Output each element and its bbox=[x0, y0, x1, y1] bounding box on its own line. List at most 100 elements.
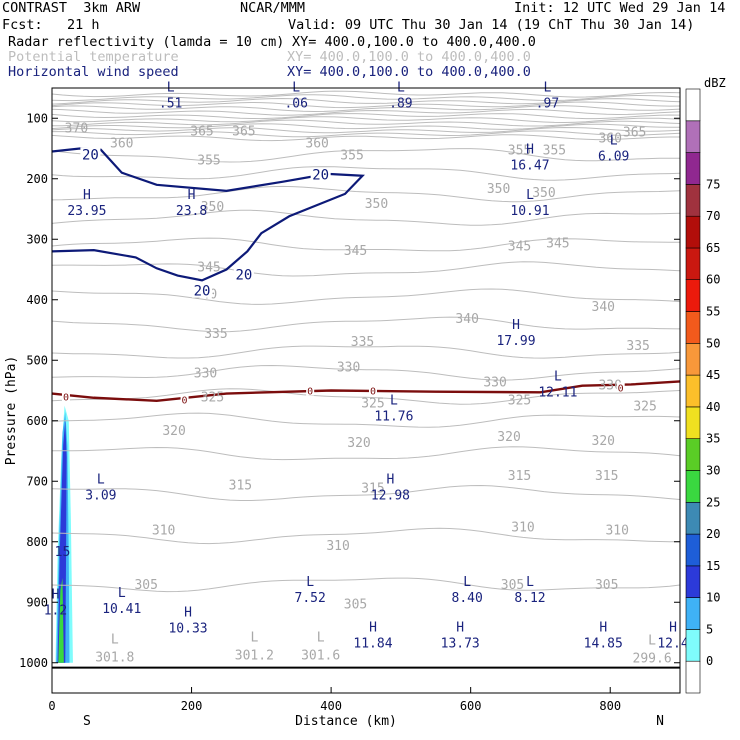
theta-label: 365 bbox=[190, 124, 213, 139]
theta-label: 330 bbox=[483, 375, 506, 390]
theta-contour-line bbox=[51, 113, 681, 120]
theta-label: 330 bbox=[598, 378, 621, 393]
theta-label: 355 bbox=[340, 149, 363, 164]
theta-contour-line bbox=[51, 90, 681, 98]
theta-contour-line bbox=[51, 209, 681, 226]
extremum-marker: L bbox=[610, 134, 618, 149]
colorbar-swatch bbox=[685, 470, 701, 503]
colorbar-swatch bbox=[685, 279, 701, 312]
extremum-marker: H bbox=[599, 621, 607, 636]
theta-label: 330 bbox=[194, 366, 217, 381]
extremum-marker: H bbox=[184, 605, 192, 620]
theta-label: 355 bbox=[508, 144, 531, 159]
field-xy-reflectivity: XY= 400.0,100.0 to 400.0,400.0 bbox=[292, 34, 536, 50]
theta-label: 365 bbox=[232, 124, 255, 139]
wind-0-contour bbox=[51, 380, 681, 402]
theta-contour-line bbox=[51, 577, 681, 593]
colorbar-swatch bbox=[685, 311, 701, 344]
extremum-marker: L bbox=[306, 575, 314, 590]
extremum-marker: H bbox=[369, 621, 377, 636]
y-tick-label: 400 bbox=[26, 293, 48, 307]
y-tick-label: 100 bbox=[26, 111, 48, 125]
theta-min-marker: L bbox=[111, 632, 119, 647]
extremum-value: .89 bbox=[389, 96, 412, 111]
theta-label: 320 bbox=[592, 434, 615, 449]
init-time: Init: 12 UTC Wed 29 Jan 14 bbox=[514, 0, 726, 16]
theta-contour-line bbox=[52, 130, 681, 138]
theta-label: 305 bbox=[344, 597, 367, 612]
extremum-marker: H bbox=[83, 188, 91, 203]
colorbar-swatch bbox=[685, 215, 701, 249]
theta-label: 305 bbox=[595, 578, 618, 593]
theta-label: 335 bbox=[204, 327, 227, 342]
theta-min-label: 299.6 bbox=[633, 652, 672, 667]
extremum-marker: L bbox=[390, 394, 398, 409]
colorbar-label: 40 bbox=[706, 400, 720, 414]
y-tick-label: 800 bbox=[26, 535, 48, 549]
x-tick-label: 200 bbox=[181, 699, 203, 713]
extremum-value: 1.2 bbox=[44, 603, 67, 618]
theta-label: 315 bbox=[229, 478, 252, 493]
org-name: NCAR/MMM bbox=[240, 0, 306, 16]
y-tick-label: 700 bbox=[26, 474, 48, 488]
field-name-reflectivity: Radar reflectivity (lamda = 10 cm) bbox=[8, 34, 285, 50]
wind-label-bg bbox=[233, 267, 254, 282]
theta-contour-line bbox=[51, 97, 681, 105]
colorbar-label: 75 bbox=[706, 177, 720, 191]
extremum-value: .51 bbox=[159, 96, 182, 111]
theta-label: 335 bbox=[351, 335, 374, 350]
theta-contour-line bbox=[51, 123, 680, 130]
colorbar-label: 25 bbox=[706, 495, 720, 509]
extremum-value: 6.09 bbox=[598, 150, 629, 165]
extremum-value: 11.84 bbox=[353, 637, 392, 652]
theta-label: 310 bbox=[152, 524, 175, 539]
frame-layer bbox=[51, 87, 681, 694]
wind-label-bg bbox=[61, 391, 70, 402]
y-tick-label: 300 bbox=[26, 232, 48, 246]
theta-label: 350 bbox=[201, 200, 224, 215]
theta-contour-line bbox=[51, 364, 681, 381]
theta-label: 330 bbox=[337, 360, 360, 375]
wind-contour-label: 0 bbox=[618, 383, 624, 394]
theta-label: 305 bbox=[501, 578, 524, 593]
theta-label: 345 bbox=[508, 239, 531, 254]
x-tick-label: 400 bbox=[320, 699, 342, 713]
extremum-value: 10.33 bbox=[168, 621, 207, 636]
extremum-value: 3.09 bbox=[85, 488, 116, 503]
forecast-hour: Fcst: 21 h bbox=[2, 17, 100, 33]
reflectivity-30dbz-area bbox=[58, 578, 64, 663]
theta-label: 320 bbox=[347, 436, 370, 451]
plot-frame bbox=[51, 87, 681, 694]
colorbar-label: 30 bbox=[706, 464, 720, 478]
model-name: CONTRAST 3km ARW bbox=[2, 0, 141, 16]
colorbar-label: 35 bbox=[706, 432, 720, 446]
theta-label: 345 bbox=[197, 260, 220, 275]
colorbar-swatch bbox=[685, 88, 701, 122]
theta-contour-line bbox=[51, 484, 681, 501]
field-xy-theta: XY= 400.0,100.0 to 400.0,400.0 bbox=[287, 49, 531, 65]
y-tick-label: 500 bbox=[26, 353, 48, 367]
theta-contour-line bbox=[51, 108, 681, 116]
wind-label-bg bbox=[192, 283, 213, 298]
theta-contour-line bbox=[51, 288, 681, 305]
wind-label-bg bbox=[80, 147, 101, 162]
theta-label: 310 bbox=[605, 524, 628, 539]
colorbar-label: 10 bbox=[706, 591, 720, 605]
theta-contour-line bbox=[51, 126, 681, 134]
theta-min-marker: L bbox=[648, 634, 656, 649]
colorbar-label: 45 bbox=[706, 368, 720, 382]
theta-contour-line bbox=[51, 185, 681, 203]
theta-label: 365 bbox=[623, 126, 646, 141]
colorbar-label: 55 bbox=[706, 305, 720, 319]
theta-label: 370 bbox=[65, 121, 88, 136]
colorbar-layer: 0 5 10 15 20 25 30 35 40 45 50 55 60 65 70 75 dBZ bbox=[685, 76, 726, 694]
theta-label: 350 bbox=[487, 182, 510, 197]
extremum-marker: L bbox=[118, 586, 126, 601]
theta-min-marker: L bbox=[317, 631, 325, 646]
theta-contour-line bbox=[51, 166, 681, 181]
theta-label: 350 bbox=[365, 197, 388, 212]
theta-contours-layer bbox=[51, 90, 681, 593]
wind-label-bg bbox=[306, 385, 315, 396]
